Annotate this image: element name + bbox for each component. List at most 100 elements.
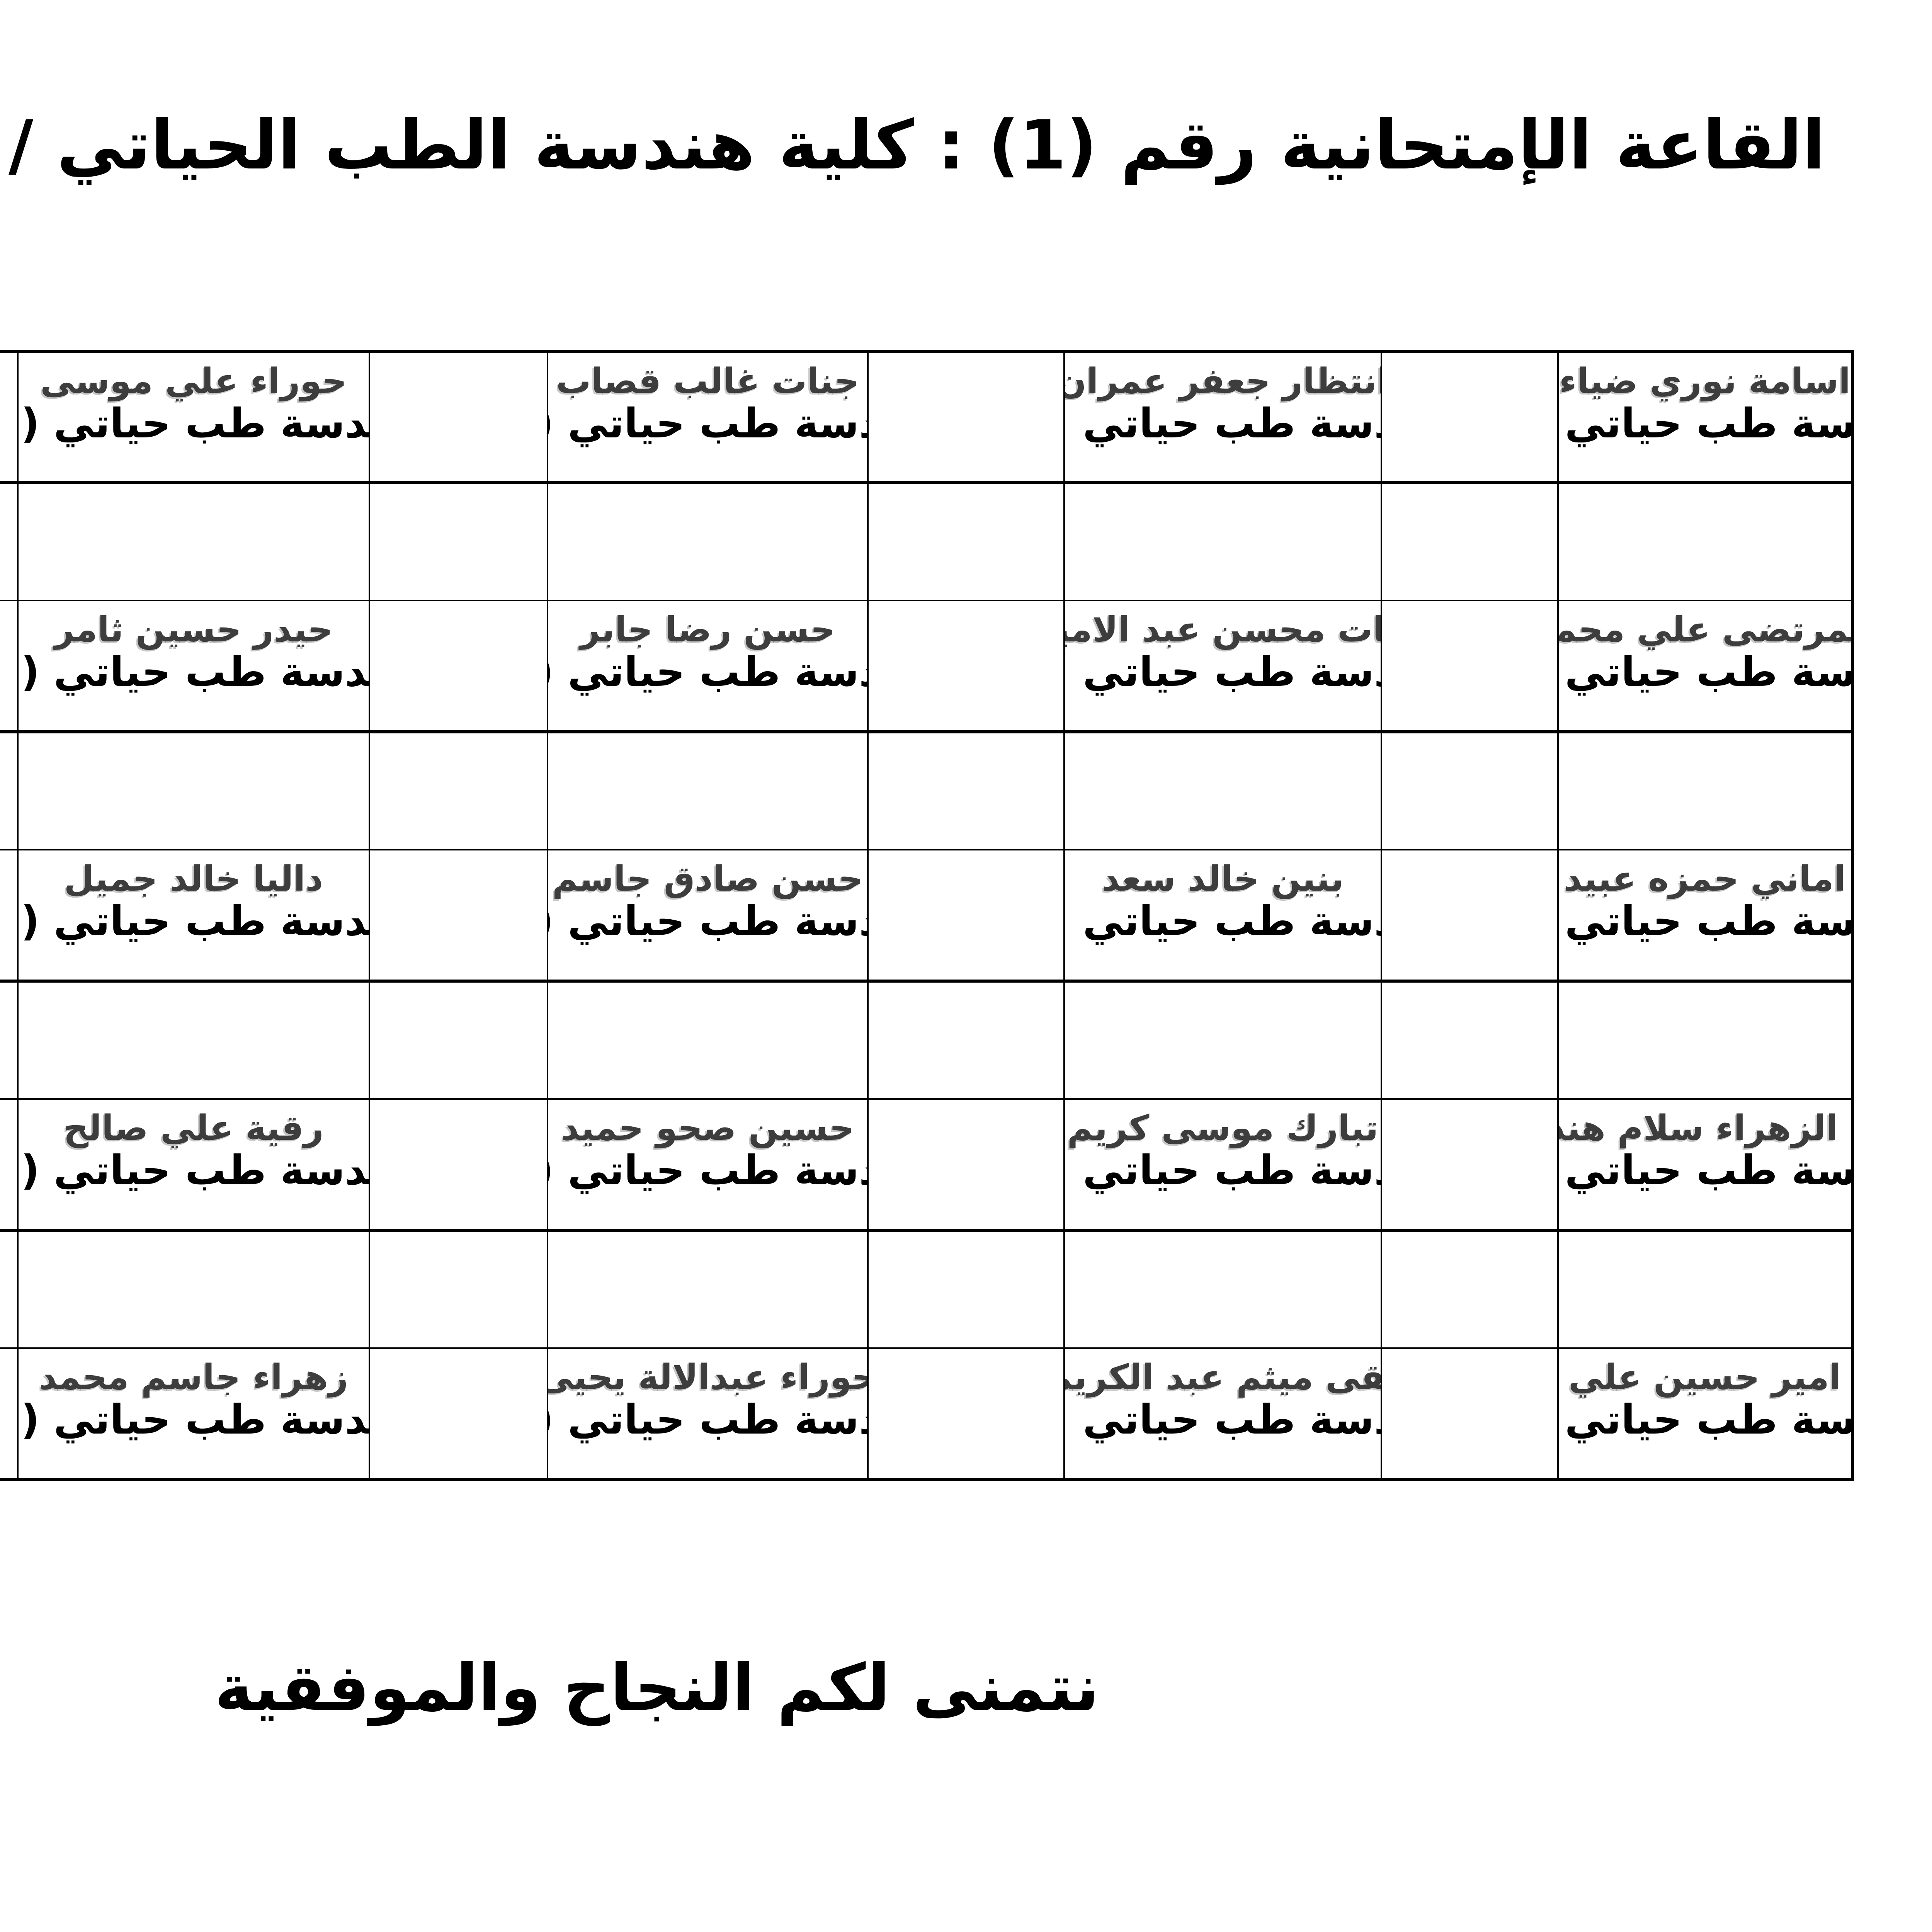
empty-cell xyxy=(0,482,19,601)
course-label: هندسة طب حياتي (3) xyxy=(1560,648,1852,696)
empty-cell xyxy=(1063,731,1382,850)
student-name: حوراء علي موسى xyxy=(40,361,347,401)
seat-cell: بنين خالد سعد هندسة طب حياتي (3) xyxy=(1063,849,1382,983)
seat-cell: زهراء جاسم محمد هندسة طب حياتي (3) xyxy=(17,1347,370,1481)
empty-cell xyxy=(1381,1230,1559,1349)
empty-cell xyxy=(1557,980,1853,1100)
seat-cell: حيدر حسين ثامر هندسة طب حياتي (3) xyxy=(17,600,370,733)
student-name: المرتضى علي محمد xyxy=(1560,609,1851,650)
student-name: حسن رضا جابر xyxy=(580,609,836,650)
student-name: اماني حمزه عبيد xyxy=(1564,859,1846,899)
student-name: اسامة نوري ضياء xyxy=(1559,361,1851,401)
empty-cell xyxy=(369,1347,548,1481)
empty-cell xyxy=(867,482,1065,601)
seat-cell: حوراء عبدالالة يحيى هندسة طب حياتي (3) xyxy=(547,1347,869,1481)
course-label: هندسة طب حياتي (3) xyxy=(1066,1396,1380,1443)
course-label: هندسة طب حياتي (3) xyxy=(1066,648,1380,696)
empty-cell xyxy=(369,849,548,983)
empty-cell xyxy=(1381,350,1559,484)
seat-cell: تبارك موسى كريم هندسة طب حياتي (3) xyxy=(1063,1098,1382,1232)
empty-cell xyxy=(0,350,19,484)
empty-cell xyxy=(0,849,19,983)
empty-cell xyxy=(17,980,370,1100)
course-label: هندسة طب حياتي (3) xyxy=(19,1396,369,1443)
spacer-row xyxy=(0,1230,1853,1349)
table-row: اسامة نوري ضياء هندسة طب حياتي (3) انتظا… xyxy=(0,350,1853,484)
table-row: المرتضى علي محمد هندسة طب حياتي (3) ايات… xyxy=(0,600,1853,733)
empty-cell xyxy=(547,731,869,850)
empty-cell xyxy=(1557,731,1853,850)
empty-cell xyxy=(369,350,548,484)
footer-wish-text: نتمنى لكم النجاح والموفقية xyxy=(214,1650,1099,1726)
course-label: هندسة طب حياتي (3) xyxy=(549,400,866,447)
student-name: حوراء عبدالالة يحيى xyxy=(548,1357,868,1398)
table-row: امه الزهراء سلام هندال هندسة طب حياتي (3… xyxy=(0,1098,1853,1232)
course-label: هندسة طب حياتي (3) xyxy=(19,400,369,447)
seat-cell: المرتضى علي محمد هندسة طب حياتي (3) xyxy=(1557,600,1853,733)
student-name: ايات محسن عبد الامير xyxy=(1066,609,1381,650)
empty-cell xyxy=(867,980,1065,1100)
course-label: هندسة طب حياتي (3) xyxy=(19,897,369,945)
seat-cell: حسن رضا جابر هندسة طب حياتي (3) xyxy=(547,600,869,733)
seat-cell: ايات محسن عبد الامير هندسة طب حياتي (3) xyxy=(1063,600,1382,733)
course-label: هندسة طب حياتي (3) xyxy=(1560,1396,1852,1443)
empty-cell xyxy=(1381,1098,1559,1232)
empty-cell xyxy=(1381,731,1559,850)
course-label: هندسة طب حياتي (3) xyxy=(1066,897,1380,945)
seat-cell: حوراء علي موسى هندسة طب حياتي (3) xyxy=(17,350,370,484)
course-label: هندسة طب حياتي (3) xyxy=(1066,1146,1380,1194)
empty-cell xyxy=(547,1230,869,1349)
empty-cell xyxy=(369,731,548,850)
student-name: حسن صادق جاسم xyxy=(552,859,864,899)
seat-cell: رقية علي صالح هندسة طب حياتي (3) xyxy=(17,1098,370,1232)
course-label: هندسة طب حياتي (3) xyxy=(1066,400,1380,447)
empty-cell xyxy=(369,1230,548,1349)
empty-cell xyxy=(1381,849,1559,983)
student-name: حيدر حسين ثامر xyxy=(54,609,333,650)
empty-cell xyxy=(1063,1230,1382,1349)
empty-cell xyxy=(0,1098,19,1232)
student-name: انتظار جعفر عمران xyxy=(1064,361,1381,401)
student-name: امه الزهراء سلام هندال xyxy=(1560,1108,1851,1148)
student-name: رقية علي صالح xyxy=(63,1108,324,1148)
empty-cell xyxy=(1381,980,1559,1100)
table-row: امير حسين علي هندسة طب حياتي (3) تقى ميث… xyxy=(0,1347,1853,1481)
empty-cell xyxy=(369,482,548,601)
seating-table: اسامة نوري ضياء هندسة طب حياتي (3) انتظا… xyxy=(0,350,1854,1481)
student-name: بنين خالد سعد xyxy=(1102,859,1344,899)
course-label: هندسة طب حياتي (3) xyxy=(1560,897,1852,945)
empty-cell xyxy=(547,980,869,1100)
empty-cell xyxy=(0,1347,19,1481)
empty-cell xyxy=(1381,600,1559,733)
seat-cell: تقى ميثم عبد الكريم هندسة طب حياتي (3) xyxy=(1063,1347,1382,1481)
empty-cell xyxy=(1381,482,1559,601)
empty-cell xyxy=(867,1347,1065,1481)
student-name: زهراء جاسم محمد xyxy=(39,1357,349,1398)
student-name: تبارك موسى كريم xyxy=(1067,1108,1379,1148)
seat-cell: حسن صادق جاسم هندسة طب حياتي (3) xyxy=(547,849,869,983)
empty-cell xyxy=(1557,1230,1853,1349)
spacer-row xyxy=(0,980,1853,1100)
empty-cell xyxy=(369,1098,548,1232)
table-row: اماني حمزه عبيد هندسة طب حياتي (3) بنين … xyxy=(0,849,1853,983)
course-label: هندسة طب حياتي (3) xyxy=(19,648,369,696)
seat-cell: امير حسين علي هندسة طب حياتي (3) xyxy=(1557,1347,1853,1481)
empty-cell xyxy=(1063,980,1382,1100)
seat-cell: انتظار جعفر عمران هندسة طب حياتي (3) xyxy=(1063,350,1382,484)
empty-cell xyxy=(369,980,548,1100)
empty-cell xyxy=(867,1098,1065,1232)
empty-cell xyxy=(867,731,1065,850)
seat-cell: اماني حمزه عبيد هندسة طب حياتي (3) xyxy=(1557,849,1853,983)
course-label: هندسة طب حياتي (3) xyxy=(549,897,866,945)
seat-cell: جنات غالب قصاب هندسة طب حياتي (3) xyxy=(547,350,869,484)
empty-cell xyxy=(0,600,19,733)
empty-cell xyxy=(547,482,869,601)
course-label: هندسة طب حياتي (3) xyxy=(549,1396,866,1443)
spacer-row xyxy=(0,731,1853,850)
empty-cell xyxy=(0,731,19,850)
course-label: هندسة طب حياتي (3) xyxy=(1560,400,1852,447)
empty-cell xyxy=(867,849,1065,983)
empty-cell xyxy=(0,980,19,1100)
empty-cell xyxy=(17,731,370,850)
